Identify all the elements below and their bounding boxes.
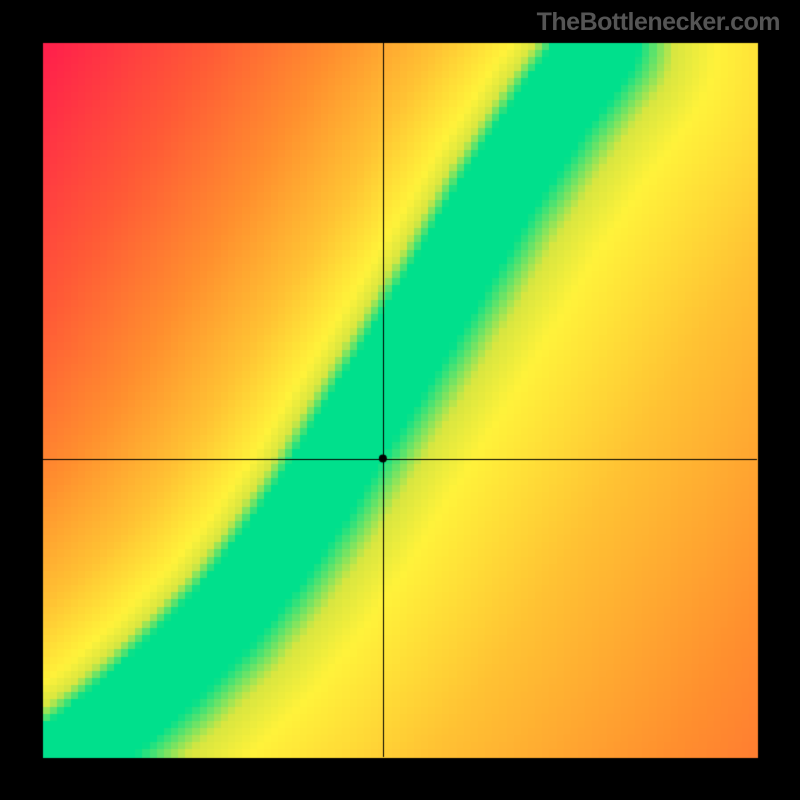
heatmap-canvas [0,0,800,800]
watermark-text: TheBottlenecker.com [537,8,780,37]
chart-container: TheBottlenecker.com [0,0,800,800]
